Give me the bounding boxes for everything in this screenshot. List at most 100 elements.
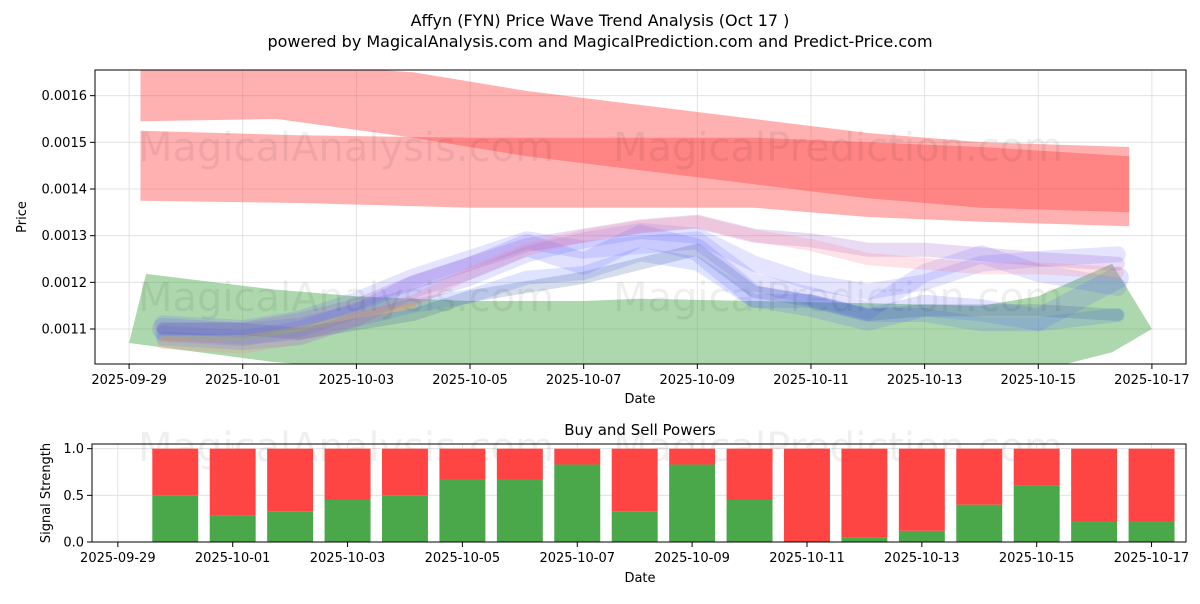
buy-bar (439, 479, 486, 542)
price-wave-0 (152, 224, 1129, 345)
price-y-tick-label: 0.0011 (42, 323, 88, 338)
buy-bar (841, 537, 888, 542)
sell-bar (1013, 448, 1060, 486)
chart-title-line1: Affyn (FYN) Price Wave Trend Analysis (O… (411, 11, 790, 30)
signal-y-tick-label: 1.0 (63, 442, 84, 457)
price-wave-5 (156, 214, 1125, 336)
price-plot-frame (94, 69, 1187, 365)
chart-title-line2: powered by MagicalAnalysis.com and Magic… (267, 32, 932, 51)
signal-y-tick-label: 0.5 (63, 489, 84, 504)
price-x-tick-label: 2025-10-01 (205, 373, 281, 388)
buy-bar (956, 504, 1003, 542)
price-wave-3 (156, 247, 1125, 350)
sell-bar (324, 448, 371, 500)
signal-plot-frame (91, 443, 1187, 543)
price-wave-6 (157, 215, 1124, 354)
price-band-1 (140, 130, 1130, 227)
price-band-0 (140, 70, 1130, 213)
buy-bar (324, 500, 371, 542)
signal-x-axis-label: Date (624, 571, 655, 586)
price-x-tick-label: 2025-09-29 (91, 373, 167, 388)
buy-bar (382, 495, 428, 542)
buy-bar (898, 530, 945, 542)
price-x-tick-label: 2025-10-03 (319, 373, 395, 388)
buy-bar (726, 500, 773, 542)
signal-x-tick-label: 2025-10-13 (884, 551, 960, 566)
buy-bar (1128, 521, 1175, 542)
price-chart-panel: MagicalAnalysis.com MagicalPrediction.co… (15, 69, 1190, 407)
signal-x-tick-label: 2025-10-01 (195, 551, 271, 566)
price-wave-1 (154, 231, 1127, 338)
price-wave-2 (155, 223, 1126, 347)
price-x-tick-label: 2025-10-11 (773, 373, 849, 388)
sell-bar (1128, 448, 1175, 522)
price-x-tick-label: 2025-10-17 (1114, 373, 1190, 388)
signal-x-tick-label: 2025-10-05 (425, 551, 501, 566)
price-wave-4 (157, 243, 1124, 340)
signal-x-tick-label: 2025-10-07 (539, 551, 615, 566)
sell-bar (1071, 448, 1118, 522)
price-x-axis-label: Date (624, 392, 655, 407)
signal-bars (152, 448, 1175, 542)
buy-bar (669, 464, 716, 542)
sell-bar (669, 448, 716, 465)
sell-bar (611, 448, 658, 512)
buy-bar (554, 464, 601, 542)
signal-x-tick-label: 2025-10-11 (769, 551, 845, 566)
signal-x-tick-label: 2025-09-29 (80, 551, 156, 566)
signal-x-tick-label: 2025-10-15 (999, 551, 1075, 566)
price-band-2 (129, 263, 1152, 364)
watermark-prediction-top: MagicalPrediction.com (613, 125, 1063, 171)
sell-bar (439, 448, 486, 480)
price-y-tick-label: 0.0013 (42, 229, 88, 244)
price-x-tick-label: 2025-10-15 (1000, 373, 1076, 388)
buy-bar (152, 495, 199, 542)
sell-bar (267, 448, 314, 512)
sell-bar (784, 448, 830, 542)
price-y-axis: 0.0011 0.0012 0.0013 0.0014 0.0015 0.0016 (42, 89, 95, 338)
buy-bar (496, 479, 543, 542)
price-y-tick-label: 0.0016 (42, 89, 88, 104)
price-x-axis: 2025-09-29 2025-10-01 2025-10-03 2025-10-05… (91, 364, 1190, 388)
sell-bar (382, 448, 428, 496)
sell-bar (496, 448, 543, 480)
sell-bar (152, 448, 199, 496)
signal-x-tick-label: 2025-10-09 (654, 551, 730, 566)
buy-bar (209, 515, 256, 542)
price-y-tick-label: 0.0014 (42, 183, 88, 198)
signal-y-axis: 0.0 0.5 1.0 (63, 442, 92, 551)
watermark-prediction-mid: MagicalPrediction.com (613, 275, 1063, 321)
sell-bar (898, 448, 945, 531)
signal-y-tick-label: 0.0 (63, 536, 84, 551)
sell-bar (209, 448, 256, 516)
price-bands (129, 70, 1152, 364)
watermark-analysis-top: MagicalAnalysis.com (138, 125, 554, 171)
signal-x-axis: 2025-09-29 2025-10-01 2025-10-03 2025-10-05… (80, 542, 1189, 566)
sell-bar (726, 448, 773, 500)
price-y-axis-label: Price (15, 201, 30, 233)
price-x-tick-label: 2025-10-09 (660, 373, 736, 388)
watermark-analysis-mid: MagicalAnalysis.com (138, 275, 554, 321)
price-y-tick-label: 0.0015 (42, 136, 88, 151)
sell-bar (841, 448, 888, 538)
signal-x-tick-label: 2025-10-17 (1114, 551, 1190, 566)
price-x-tick-label: 2025-10-05 (432, 373, 508, 388)
price-watermarks: MagicalAnalysis.com MagicalPrediction.co… (138, 125, 1063, 321)
signal-y-axis-label: Signal Strength (39, 443, 54, 543)
signal-x-tick-label: 2025-10-03 (310, 551, 386, 566)
price-y-tick-label: 0.0012 (42, 276, 88, 291)
price-waves (152, 214, 1129, 354)
price-grid (95, 70, 1186, 364)
sell-bar (554, 448, 601, 465)
signal-chart-panel: Buy and Sell Powers MagicalAnalysis.com … (39, 421, 1189, 586)
buy-bar (1071, 521, 1118, 542)
buy-bar (267, 511, 314, 542)
sell-bar (956, 448, 1003, 505)
price-x-tick-label: 2025-10-07 (546, 373, 622, 388)
price-wave-7 (160, 302, 417, 342)
signal-chart-title: Buy and Sell Powers (564, 421, 716, 439)
price-x-tick-label: 2025-10-13 (887, 373, 963, 388)
buy-bar (611, 511, 658, 542)
